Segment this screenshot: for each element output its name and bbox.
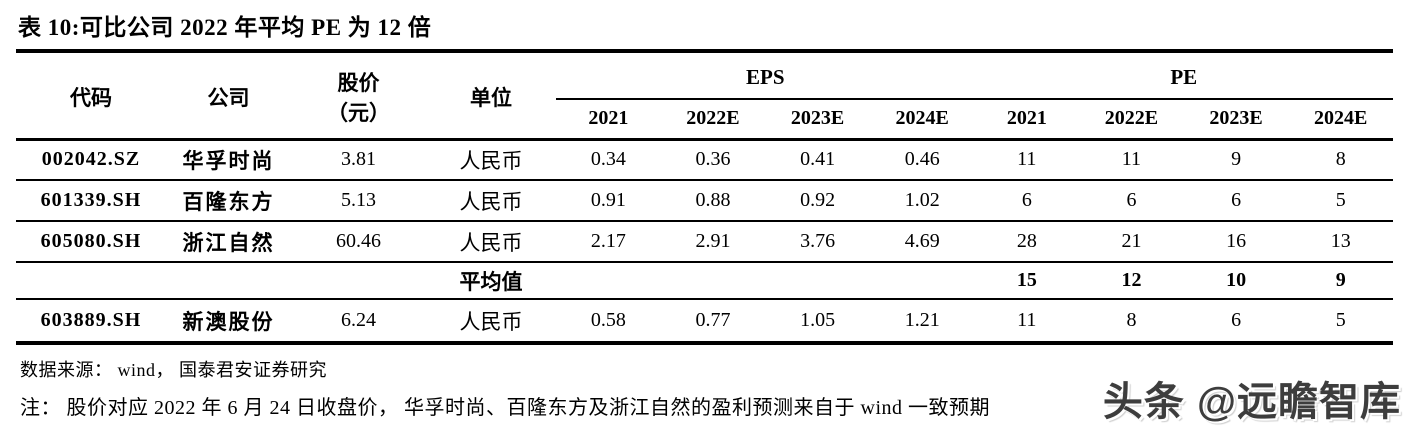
cell-code: 603889.SH — [16, 299, 166, 345]
cell-eps-2024e: 1.21 — [869, 299, 975, 345]
cell-price: 3.81 — [291, 139, 426, 181]
pe-year-2022e: 2022E — [1079, 99, 1184, 141]
title-rule — [16, 49, 1393, 53]
price-header-line1: 股价 — [337, 71, 380, 96]
cell-eps-2021: 2.17 — [556, 221, 661, 263]
cell-avg-pe-2021: 15 — [974, 262, 1080, 300]
cell-pe-2022e: 21 — [1079, 221, 1184, 263]
header-group-row: 代码 公司 股价 （元） 单位 EPS PE — [16, 57, 1393, 141]
cell-eps-2023e: 0.92 — [765, 180, 870, 222]
table-row: 002042.SZ 华孚时尚 3.81 人民币 0.34 0.36 0.41 0… — [16, 139, 1393, 181]
column-group-eps: EPS — [556, 57, 975, 100]
cell-unit: 人民币 — [426, 221, 556, 263]
cell-eps-2023e: 3.76 — [765, 221, 870, 263]
table-row: 605080.SH 浙江自然 60.46 人民币 2.17 2.91 3.76 … — [16, 221, 1393, 263]
cell-eps-2021: 0.91 — [556, 180, 661, 222]
cell-pe-2021: 11 — [974, 139, 1080, 181]
cell-unit: 人民币 — [426, 299, 556, 345]
pe-year-2023e: 2023E — [1183, 99, 1289, 141]
data-source-note: 数据来源： wind， 国泰君安证券研究 — [20, 360, 327, 380]
cell-avg-pe-2022e: 12 — [1079, 262, 1184, 300]
cell-pe-2021: 6 — [974, 180, 1080, 222]
column-header-company: 公司 — [166, 57, 291, 141]
cell-price: 5.13 — [291, 180, 426, 222]
pe-year-2024e: 2024E — [1288, 99, 1393, 141]
cell-code: 605080.SH — [16, 221, 166, 263]
cell-empty — [869, 262, 975, 300]
average-row: 平均值 15 12 10 9 — [16, 262, 1393, 300]
cell-eps-2023e: 0.41 — [765, 139, 870, 181]
column-header-code: 代码 — [16, 57, 166, 141]
cell-pe-2024e: 5 — [1288, 180, 1393, 222]
cell-eps-2022e: 2.91 — [660, 221, 766, 263]
cell-pe-2021: 11 — [974, 299, 1080, 345]
cell-code: 601339.SH — [16, 180, 166, 222]
cell-eps-2022e: 0.77 — [660, 299, 766, 345]
eps-year-2023e: 2023E — [765, 99, 870, 141]
cell-pe-2024e: 8 — [1288, 139, 1393, 181]
table-title: 表 10:可比公司 2022 年平均 PE 为 12 倍 — [18, 15, 432, 40]
cell-pe-2022e: 8 — [1079, 299, 1184, 345]
cell-company: 浙江自然 — [166, 221, 291, 263]
cell-price: 60.46 — [291, 221, 426, 263]
watermark: 头条 @远瞻智库 — [1102, 380, 1401, 424]
cell-eps-2024e: 0.46 — [869, 139, 975, 181]
cell-pe-2023e: 6 — [1183, 299, 1289, 345]
cell-company: 新澳股份 — [166, 299, 291, 345]
cell-pe-2023e: 6 — [1183, 180, 1289, 222]
pe-year-2021: 2021 — [974, 99, 1080, 141]
cell-code: 002042.SZ — [16, 139, 166, 181]
column-header-unit: 单位 — [426, 57, 556, 141]
eps-year-2024e: 2024E — [869, 99, 975, 141]
cell-empty — [765, 262, 870, 300]
cell-unit: 人民币 — [426, 139, 556, 181]
cell-company: 百隆东方 — [166, 180, 291, 222]
cell-eps-2023e: 1.05 — [765, 299, 870, 345]
cell-eps-2022e: 0.88 — [660, 180, 766, 222]
cell-pe-2023e: 9 — [1183, 139, 1289, 181]
cell-pe-2022e: 6 — [1079, 180, 1184, 222]
cell-pe-2024e: 13 — [1288, 221, 1393, 263]
cell-avg-pe-2023e: 10 — [1183, 262, 1289, 300]
cell-unit: 人民币 — [426, 180, 556, 222]
comparable-companies-table: 代码 公司 股价 （元） 单位 EPS PE 2021 2022E 2023E … — [16, 57, 1393, 345]
cell-empty — [556, 262, 661, 300]
cell-eps-2024e: 1.02 — [869, 180, 975, 222]
cell-pe-2024e: 5 — [1288, 299, 1393, 345]
price-header-line2: （元） — [327, 101, 390, 126]
cell-pe-2021: 28 — [974, 221, 1080, 263]
eps-year-2021: 2021 — [556, 99, 661, 141]
cell-avg-pe-2024e: 9 — [1288, 262, 1393, 300]
footnote: 注： 股价对应 2022 年 6 月 24 日收盘价， 华孚时尚、百隆东方及浙江… — [20, 397, 990, 419]
average-label: 平均值 — [426, 262, 556, 300]
cell-eps-2022e: 0.36 — [660, 139, 766, 181]
column-header-price: 股价 （元） — [291, 57, 426, 141]
table-row: 603889.SH 新澳股份 6.24 人民币 0.58 0.77 1.05 1… — [16, 299, 1393, 345]
cell-eps-2024e: 4.69 — [869, 221, 975, 263]
cell-price: 6.24 — [291, 299, 426, 345]
cell-eps-2021: 0.34 — [556, 139, 661, 181]
cell-pe-2022e: 11 — [1079, 139, 1184, 181]
cell-empty — [16, 262, 166, 300]
table-row: 601339.SH 百隆东方 5.13 人民币 0.91 0.88 0.92 1… — [16, 180, 1393, 222]
eps-year-2022e: 2022E — [660, 99, 766, 141]
cell-pe-2023e: 16 — [1183, 221, 1289, 263]
column-group-pe: PE — [974, 57, 1393, 100]
cell-eps-2021: 0.58 — [556, 299, 661, 345]
header-year-row: 2021 2022E 2023E 2024E 2021 2022E 2023E … — [16, 99, 1393, 141]
cell-empty — [660, 262, 766, 300]
cell-company: 华孚时尚 — [166, 139, 291, 181]
cell-empty — [291, 262, 426, 300]
cell-empty — [166, 262, 291, 300]
